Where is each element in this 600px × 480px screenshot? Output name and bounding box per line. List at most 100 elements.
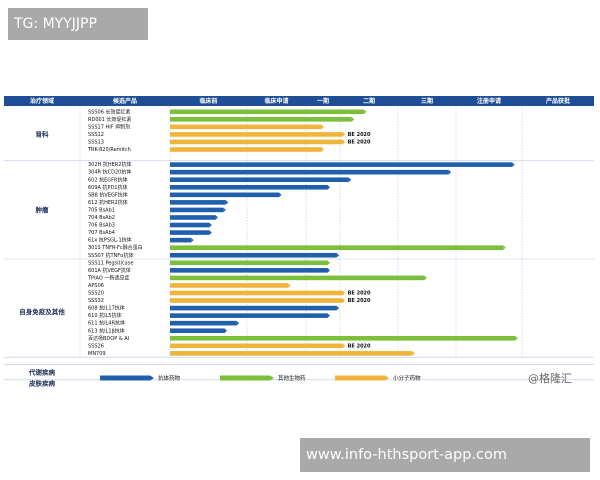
pipeline-bar-tip [342,290,346,296]
pipeline-bar-tip [288,283,291,288]
pipeline-bar-tip [363,109,367,115]
legend-label: 抗体药物 [158,374,181,382]
product-label: SSS11 Pegsiticase [88,260,133,266]
column-header: 临床前 [199,97,217,105]
pipeline-bar-tip [327,184,330,190]
pipeline-bar [170,230,210,235]
bar-annotation: BE 2020 [348,298,371,304]
product-label: 610 抗IL5抗体 [88,312,122,319]
product-label: SB8 抗VEGF抗体 [88,191,128,198]
product-label: 608 抗IL17抗体 [88,305,125,312]
legend-swatch [220,375,270,381]
pipeline-bar [170,320,237,326]
pipeline-bar [170,162,513,167]
pipeline-bar [170,268,328,273]
product-label: 613 抗IL1β抗体 [88,327,125,334]
column-header: 产品获批 [546,97,570,105]
pipeline-bar-tip [351,117,355,122]
product-label: 612 抗HER2抗体 [88,199,128,206]
column-header: 三期 [421,97,433,105]
pipeline-bar [170,252,337,258]
column-header: 注册申请 [477,97,501,105]
product-label: SSS32 [88,298,104,304]
pipeline-bar [170,184,328,190]
pipeline-bar [170,237,192,243]
pipeline-bar [170,132,343,137]
pipeline-bar [170,117,352,122]
pipeline-bar-tip [223,207,226,213]
pipeline-bar-tip [209,230,212,235]
product-label: RD001 长效促红素 [88,116,131,123]
pipeline-bar-tip [327,313,330,318]
pipeline-bar [170,222,210,228]
pipeline-bar [170,139,343,145]
product-label: 302H 抗HER2抗体 [88,161,131,168]
legend-swatch [100,375,150,381]
product-label: APS06 [88,283,104,289]
product-label: 304R 抗CD20抗体 [88,169,131,176]
legend-swatch [335,375,385,381]
category-label: 肿瘤 [36,205,50,214]
product-label: SSS26 [88,343,104,349]
chart-column-headers: 治疗领域 候选产品 临床前 临床申请 一期 二期 三期 注册申请 产品获批 [30,97,570,105]
pipeline-bar [170,275,425,281]
bottom-overlay-label: www.info-hthsport-app.com [300,438,590,472]
pipeline-bar [170,290,343,296]
column-header: 候选产品 [113,97,137,105]
pipeline-bar [170,207,224,213]
pipeline-bar-tip [327,260,330,266]
legend-label: 小分子药物 [393,374,421,382]
pipeline-bar-tip [225,200,229,205]
pipeline-bar-tip [424,275,427,281]
pipeline-bar-tip [224,328,228,334]
category-label: 皮肤疾病 [29,379,56,388]
pipeline-bar [170,283,289,288]
product-label: SSS20 [88,291,104,297]
pipeline-bar [170,245,504,250]
pipeline-bar-tip [209,222,212,228]
pipeline-bar-tip [279,192,282,198]
pipeline-bar-tip [321,124,324,130]
column-header: 一期 [317,97,329,105]
product-label: SSS17 HIF 抑制剂 [88,123,130,130]
chart-header-band [4,96,594,106]
pipeline-bar-tip [512,162,515,167]
pipeline-bar [170,192,280,198]
bar-annotation: BE 2020 [348,343,371,349]
product-label: 301S TNFR-Fc融合蛋白 [88,244,143,251]
watermark-text: @格隆汇 [528,371,572,385]
pipeline-bar [170,305,337,311]
pipeline-bar-tip [342,343,346,349]
pipeline-bar [170,215,216,220]
product-label: 602 抗EGFR抗体 [88,176,128,183]
pipeline-bar-tip [503,245,506,250]
bar-annotation: BE 2020 [348,140,371,146]
pipeline-bar [170,177,349,183]
legend-label: 其他生物药 [278,374,306,382]
pipeline-bar-tip [412,351,415,356]
pipeline-bar [170,124,322,130]
pipeline-bar-tip [336,252,340,258]
product-label: SSS06 长效促红素 [88,108,130,115]
legend-swatch-tip [385,375,389,381]
pipeline-bar-tip [236,320,240,326]
category-label: 自身免疫及其他 [19,307,65,316]
product-label: 百达扬BDOP & AI [88,335,129,342]
legend-swatch-tip [150,375,154,381]
product-label: TPIAO 一新适应症 [87,274,129,281]
pipeline-bar-tip [515,335,518,341]
top-overlay-label: TG: MYYJJPP [8,8,148,40]
product-label: TRK-820/Remitch [87,147,131,153]
product-label: 609A 抗PD1抗体 [88,184,128,191]
bar-annotation: BE 2020 [348,132,371,138]
product-label: 704 BsAb2 [88,215,115,221]
column-header: 治疗领域 [30,97,54,105]
pipeline-bar [170,200,226,205]
pipeline-bar-tip [348,177,352,183]
pipeline-bar [170,298,343,303]
pipeline-bar [170,343,343,349]
pipeline-bar-tip [336,305,340,311]
pipeline-bar-tip [321,147,324,152]
product-label: 707 BsAb4 [88,230,115,236]
